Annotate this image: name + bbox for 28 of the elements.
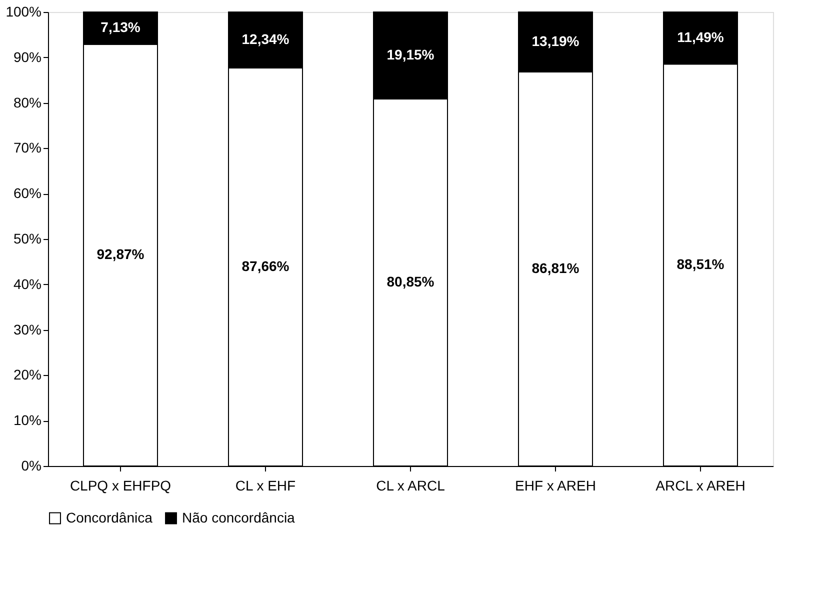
y-tick-label: 10% <box>13 412 42 428</box>
legend-label: Concordânica <box>66 509 153 526</box>
y-tick-label: 90% <box>13 48 42 65</box>
x-tick-label: ARCL x AREH <box>656 478 746 494</box>
x-tick-label: EHF x AREH <box>515 478 596 494</box>
x-tick-label: CL x ARCL <box>376 478 446 494</box>
y-tick-label: 0% <box>21 458 42 474</box>
data-label: 13,19% <box>532 32 580 49</box>
x-tick-label: CLPQ x EHFPQ <box>70 478 172 494</box>
y-tick-label: 70% <box>13 140 42 156</box>
data-label: 80,85% <box>386 273 435 290</box>
data-label: 19,15% <box>386 46 435 62</box>
data-label: 88,51% <box>676 256 725 272</box>
data-label: 86,81% <box>532 260 580 276</box>
y-tick-label: 60% <box>13 185 42 202</box>
y-tick-label: 30% <box>13 321 42 338</box>
legend-label: Não concordância <box>182 509 296 526</box>
y-tick-label: 100% <box>6 4 42 20</box>
data-label: 92,87% <box>96 246 145 262</box>
data-label: 12,34% <box>242 31 290 48</box>
y-tick-label: 50% <box>13 230 42 246</box>
data-label: 87,66% <box>242 258 290 274</box>
x-tick-label: CL x EHF <box>235 478 296 494</box>
y-tick-label: 40% <box>13 276 42 292</box>
y-tick-label: 80% <box>13 94 42 110</box>
data-label: 7,13% <box>100 19 141 36</box>
y-tick-label: 20% <box>13 366 42 383</box>
data-label: 11,49% <box>677 29 724 46</box>
